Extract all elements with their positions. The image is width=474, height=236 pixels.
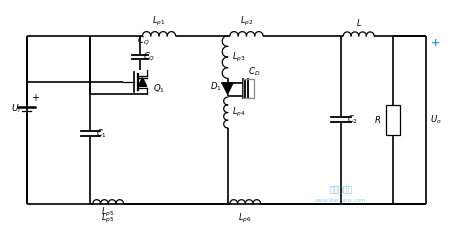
Text: $C_Q$: $C_Q$ (143, 51, 155, 63)
Polygon shape (222, 84, 233, 94)
Text: $D_1$: $D_1$ (210, 80, 222, 93)
Text: $L_{p5}$: $L_{p5}$ (101, 212, 115, 225)
Text: $L_{p4}$: $L_{p4}$ (232, 106, 246, 119)
Polygon shape (138, 78, 147, 86)
Text: +: + (31, 93, 39, 103)
Text: $U_o$: $U_o$ (430, 114, 441, 126)
Text: $C_Q$: $C_Q$ (137, 34, 149, 47)
Text: $L$: $L$ (356, 17, 362, 28)
Text: $L_{p1}$: $L_{p1}$ (152, 15, 166, 28)
Text: $Q_1$: $Q_1$ (154, 83, 165, 95)
Text: $R$: $R$ (374, 114, 382, 125)
Text: +: + (431, 38, 440, 48)
Text: 电子发烧友: 电子发烧友 (329, 185, 353, 194)
Text: $C_1$: $C_1$ (96, 128, 107, 140)
Text: $L_{p2}$: $L_{p2}$ (240, 15, 253, 28)
Text: $L_{p3}$: $L_{p3}$ (232, 51, 246, 63)
Text: $L_{p6}$: $L_{p6}$ (238, 212, 252, 225)
Text: $L_{p5}$: $L_{p5}$ (101, 206, 115, 219)
Text: $U_i$: $U_i$ (11, 103, 21, 115)
Bar (386, 105, 400, 135)
Bar (243, 79, 255, 98)
Text: $C_2$: $C_2$ (346, 114, 358, 126)
Text: www.elecfans.com: www.elecfans.com (315, 198, 367, 203)
Text: $C_D$: $C_D$ (248, 66, 261, 78)
